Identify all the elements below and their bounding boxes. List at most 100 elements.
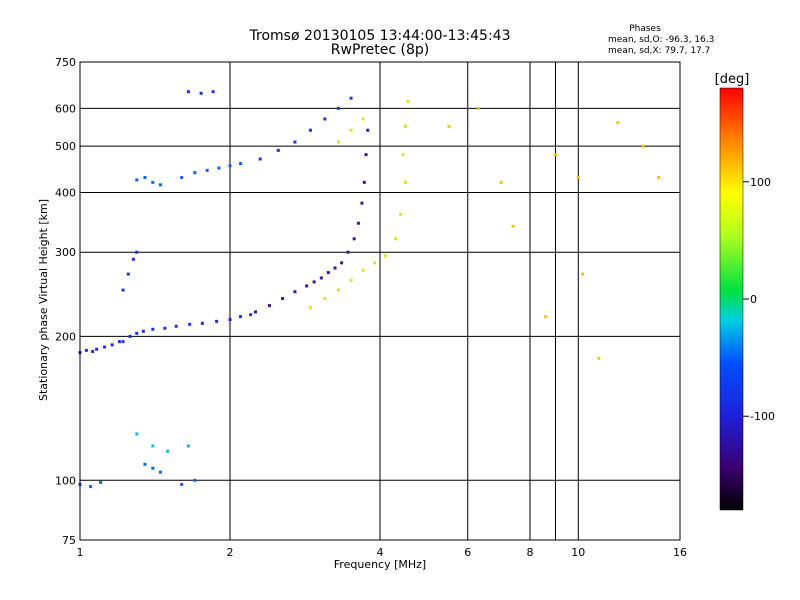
data-point	[576, 175, 580, 179]
y-tick-label: 300	[55, 246, 76, 259]
x-axis-ticks: 1 2 4 6 8 10 16	[77, 546, 688, 559]
data-point	[364, 153, 368, 157]
stats-heading: Phases	[629, 24, 661, 34]
y-axis-label: Stationary phase Virtual Height [km]	[37, 199, 50, 401]
data-point	[151, 466, 155, 470]
x-tick-label: 8	[527, 546, 534, 559]
data-point	[126, 272, 130, 276]
data-point	[403, 180, 407, 184]
data-point	[186, 90, 190, 94]
stats-line-x: mean, sd,X: 79.7, 17.7	[608, 46, 710, 56]
data-point	[336, 140, 340, 144]
data-point	[135, 432, 139, 436]
data-point	[267, 304, 271, 308]
data-point	[476, 106, 480, 110]
data-point	[383, 254, 387, 258]
data-point	[180, 175, 184, 179]
data-point	[95, 347, 99, 351]
data-point	[163, 326, 167, 330]
data-points	[78, 90, 661, 489]
data-point	[151, 444, 155, 448]
data-point	[239, 161, 243, 165]
data-point	[166, 449, 170, 453]
data-point	[657, 175, 661, 179]
data-point	[323, 117, 327, 121]
data-point	[131, 257, 135, 261]
data-point	[319, 276, 323, 280]
y-tick-label: 500	[55, 140, 76, 153]
data-point	[205, 168, 209, 172]
data-point	[276, 148, 280, 152]
data-point	[121, 288, 125, 292]
colorbar-unit: [deg]	[715, 72, 750, 87]
data-point	[406, 100, 410, 104]
data-point	[305, 284, 309, 288]
x-tick-label: 1	[77, 546, 84, 559]
x-tick-label: 2	[227, 546, 234, 559]
data-point	[362, 180, 366, 184]
x-tick-label: 6	[464, 546, 471, 559]
y-tick-label: 400	[55, 186, 76, 199]
data-point	[399, 212, 403, 216]
data-point	[401, 153, 405, 157]
data-point	[597, 356, 601, 360]
data-point	[121, 340, 125, 344]
data-point	[361, 268, 365, 272]
data-point	[641, 144, 645, 148]
data-point	[499, 180, 503, 184]
data-point	[511, 224, 515, 228]
data-point	[336, 288, 340, 292]
data-point	[151, 180, 155, 184]
data-point	[117, 340, 121, 344]
data-point	[340, 261, 344, 265]
plot-frame	[79, 61, 681, 541]
grid-lines	[80, 62, 680, 540]
data-point	[141, 329, 145, 333]
data-point	[199, 91, 203, 95]
data-point	[349, 278, 353, 282]
data-point	[312, 280, 316, 284]
data-point	[180, 482, 184, 486]
data-point	[346, 250, 350, 254]
data-point	[293, 290, 297, 294]
data-point	[188, 322, 192, 326]
data-point	[323, 297, 327, 301]
data-point	[143, 175, 147, 179]
data-point	[333, 266, 337, 270]
y-tick-label: 75	[62, 534, 76, 547]
data-point	[616, 121, 620, 125]
data-point	[349, 128, 353, 132]
data-point	[239, 315, 243, 319]
chart-subtitle: RwPretec (8p)	[331, 42, 429, 58]
data-point	[135, 178, 139, 182]
data-point	[215, 319, 219, 323]
data-point	[103, 345, 107, 349]
data-point	[258, 157, 262, 161]
data-point	[373, 261, 377, 265]
data-point	[349, 96, 353, 100]
data-point	[281, 297, 285, 301]
y-axis-ticks: 75 100 200 300 400 500 600 750	[55, 56, 76, 547]
data-point	[253, 310, 257, 314]
data-point	[193, 478, 197, 482]
stats-line-o: mean, sd,O: -96.3, 16.3	[608, 35, 714, 45]
data-point	[211, 90, 215, 94]
data-point	[581, 272, 585, 276]
data-point	[366, 128, 370, 132]
colorbar-tick-label: -100	[750, 410, 775, 423]
data-point	[326, 271, 330, 275]
data-point	[352, 237, 356, 241]
colorbar-tick-label: 100	[750, 176, 771, 189]
data-point	[308, 305, 312, 309]
data-point	[228, 317, 232, 321]
y-tick-label: 100	[55, 474, 76, 487]
data-point	[135, 331, 139, 335]
data-point	[143, 462, 147, 466]
data-point	[394, 237, 398, 241]
chart-title: Tromsø 20130105 13:44:00-13:45:43	[249, 28, 511, 44]
data-point	[544, 315, 548, 319]
data-point	[174, 324, 178, 328]
x-tick-label: 10	[571, 546, 585, 559]
y-tick-label: 750	[55, 56, 76, 69]
data-point	[91, 349, 95, 353]
